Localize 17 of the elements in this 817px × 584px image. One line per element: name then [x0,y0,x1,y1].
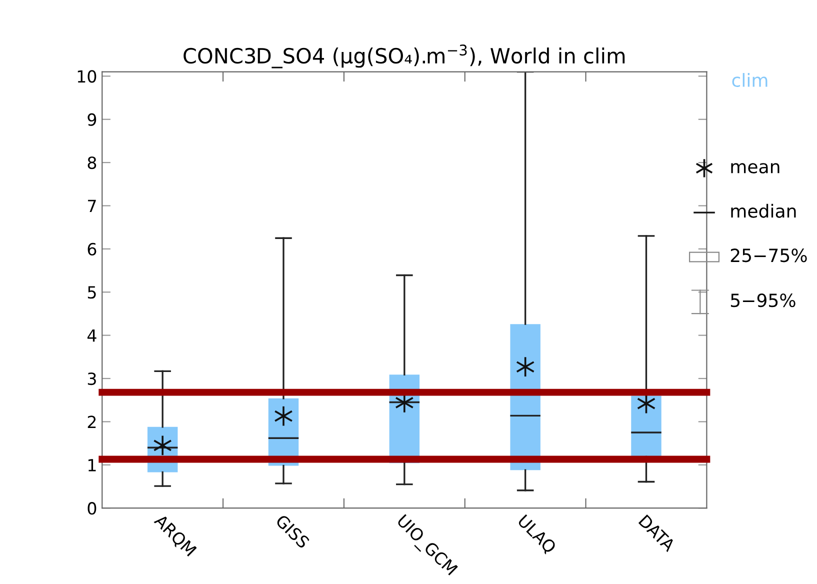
y-tick-label: 8 [88,156,96,170]
y-tick-label: 4 [87,329,96,342]
y-tick-label: 10 [78,70,96,83]
y-tick-label: 5 [88,286,96,299]
text: median [731,204,796,218]
y-tick-label: 2 [88,416,96,428]
text: 25−75% [730,248,807,262]
y-tick-label: 9 [88,113,96,126]
text: 5−95% [730,294,796,308]
chart-title: CONC3D_SO4 (μg(SO₄).m$^{−3}$), World in clim [184,44,625,68]
y-tick-label: 1 [88,459,96,472]
y-tick-label: 6 [88,242,96,256]
y-tick-label: 7 [88,200,96,212]
y-tick-label: 3 [88,372,96,386]
text: mean [731,163,780,174]
text: clim [732,73,768,87]
y-tick-label: 0 [88,502,96,515]
